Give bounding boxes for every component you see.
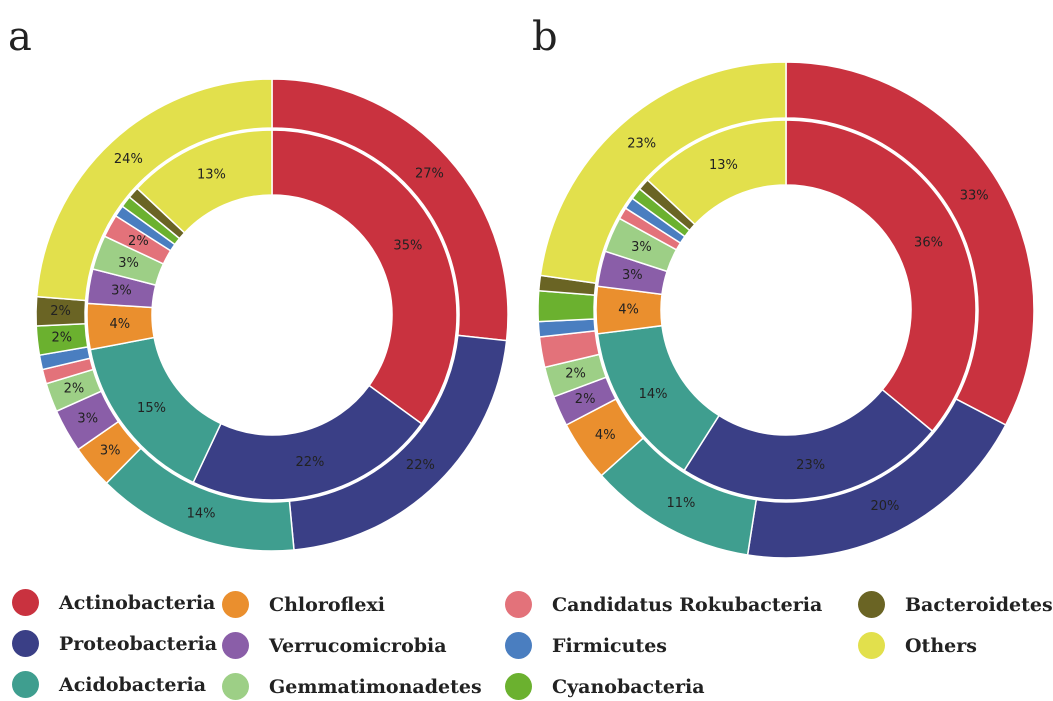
legend-label: Verrucomicrobia: [269, 634, 447, 657]
inner-ring-slice-actinobacteria: [271, 129, 458, 425]
inner-ring-label-others: 13%: [709, 158, 738, 173]
outer-ring-label-chloroflexi: 3%: [100, 444, 121, 459]
legend-label: Others: [905, 634, 977, 657]
inner-ring-label-gemmatimonadetes: 3%: [631, 240, 652, 255]
legend-label: Firmicutes: [552, 634, 667, 657]
legend-swatch: [12, 630, 39, 657]
legend-swatch: [858, 632, 885, 659]
outer-ring-label-chloroflexi: 4%: [595, 428, 616, 443]
outer-ring-label-cyanobacteria: 2%: [51, 330, 72, 345]
outer-ring-label-others: 23%: [627, 136, 656, 151]
legend-swatch: [222, 591, 249, 618]
inner-ring-label-verrucomicrobia: 3%: [622, 268, 643, 283]
legend-swatch: [858, 591, 885, 618]
inner-ring-label-gemmatimonadetes: 3%: [118, 256, 139, 271]
panel-label-b: b: [532, 14, 558, 60]
legend-item-candidatus-rokubacteria: Candidatus Rokubacteria: [505, 591, 822, 618]
outer-ring-label-others: 24%: [114, 152, 143, 167]
legend-label: Gemmatimonadetes: [269, 675, 482, 698]
outer-ring-label-bacteroidetes: 2%: [50, 304, 71, 319]
inner-ring-label-candidatus-rokubacteria: 2%: [128, 234, 149, 249]
legend-swatch: [505, 673, 532, 700]
inner-ring-label-proteobacteria: 23%: [796, 458, 825, 473]
legend-item-acidobacteria: Acidobacteria: [12, 671, 206, 698]
inner-ring-slice-others: [646, 119, 787, 226]
inner-ring-label-chloroflexi: 4%: [109, 317, 130, 332]
inner-ring-label-acidobacteria: 14%: [639, 387, 668, 402]
legend-item-gemmatimonadetes: Gemmatimonadetes: [222, 673, 482, 700]
inner-ring-label-actinobacteria: 36%: [914, 235, 943, 250]
legend-swatch: [222, 632, 249, 659]
outer-ring-label-verrucomicrobia: 2%: [575, 392, 596, 407]
inner-ring-label-actinobacteria: 35%: [393, 238, 422, 253]
legend-swatch: [222, 673, 249, 700]
legend-swatch: [12, 671, 39, 698]
outer-ring-label-proteobacteria: 22%: [406, 458, 435, 473]
inner-ring-label-others: 13%: [197, 168, 226, 183]
legend-swatch: [505, 632, 532, 659]
outer-ring-label-actinobacteria: 33%: [960, 189, 989, 204]
legend-item-actinobacteria: Actinobacteria: [12, 589, 215, 616]
outer-ring-label-proteobacteria: 20%: [871, 499, 900, 514]
legend-label: Candidatus Rokubacteria: [552, 593, 823, 616]
panel-label-a: a: [8, 14, 32, 60]
legend-label: Bacteroidetes: [905, 593, 1053, 616]
outer-ring-slice-others: [35, 78, 273, 302]
legend-item-chloroflexi: Chloroflexi: [222, 591, 385, 618]
legend-label: Proteobacteria: [59, 632, 218, 655]
legend: Actinobacteria Proteobacteria Acidobacte…: [0, 585, 1053, 701]
legend-label: Actinobacteria: [59, 591, 216, 614]
outer-ring-slice-cyanobacteria: [537, 289, 596, 323]
inner-ring-label-chloroflexi: 4%: [618, 303, 639, 318]
nested-donut-charts: a b 35% 22% 15% 4% 3% 3% 2% 13% 27% 22% 14% 3% 3% 2% 2…: [8, 14, 1035, 559]
inner-ring-label-proteobacteria: 22%: [295, 455, 324, 470]
outer-ring-label-gemmatimonadetes: 2%: [64, 382, 85, 397]
outer-ring-label-actinobacteria: 27%: [415, 166, 444, 181]
legend-label: Chloroflexi: [269, 593, 385, 616]
outer-ring-label-acidobacteria: 14%: [187, 507, 216, 522]
outer-ring-label-acidobacteria: 11%: [667, 496, 696, 511]
outer-ring-label-verrucomicrobia: 3%: [77, 411, 98, 426]
donut-chart-b: 36% 23% 14% 4% 3% 3% 13% 33% 20% 11% 4% 2% 2% 23%: [537, 61, 1035, 559]
outer-ring-label-gemmatimonadetes: 2%: [565, 367, 586, 382]
legend-item-firmicutes: Firmicutes: [505, 632, 667, 659]
legend-label: Acidobacteria: [59, 673, 207, 696]
inner-ring-slice-actinobacteria: [785, 119, 977, 433]
legend-item-proteobacteria: Proteobacteria: [12, 630, 217, 657]
legend-label: Cyanobacteria: [552, 675, 705, 698]
legend-item-verrucomicrobia: Verrucomicrobia: [222, 632, 447, 659]
inner-ring-label-acidobacteria: 15%: [137, 401, 166, 416]
legend-swatch: [505, 591, 532, 618]
legend-item-cyanobacteria: Cyanobacteria: [505, 673, 705, 700]
donut-chart-a: 35% 22% 15% 4% 3% 3% 2% 13% 27% 22% 14% 3% 3% 2% 2% 2% 2…: [35, 78, 509, 552]
legend-item-others: Others: [858, 632, 977, 659]
outer-ring-slice-others: [539, 61, 787, 285]
inner-ring-slice-others: [136, 129, 273, 234]
legend-item-bacteroidetes: Bacteroidetes: [858, 591, 1053, 618]
legend-swatch: [12, 589, 39, 616]
inner-ring-label-verrucomicrobia: 3%: [111, 284, 132, 299]
